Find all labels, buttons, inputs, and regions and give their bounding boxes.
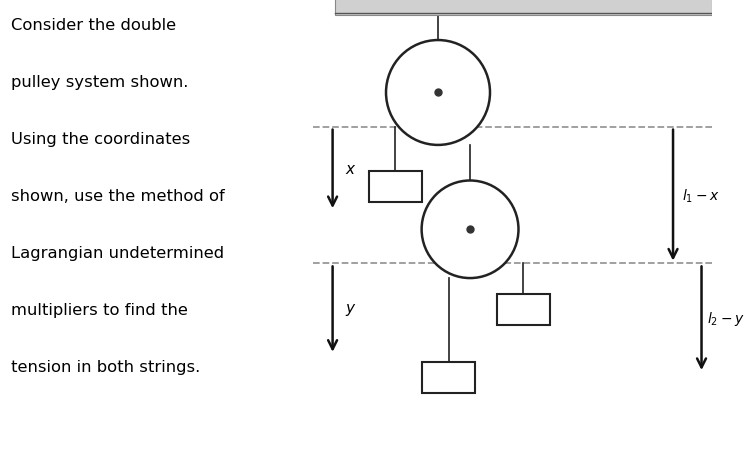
Ellipse shape — [386, 41, 490, 146]
Text: Using the coordinates: Using the coordinates — [10, 132, 190, 147]
Bar — [369, 172, 422, 202]
Text: $l_2 - y$: $l_2 - y$ — [707, 309, 745, 328]
Text: $y$: $y$ — [345, 301, 357, 318]
Text: multipliers to find the: multipliers to find the — [10, 303, 187, 318]
Text: Lagrangian undetermined: Lagrangian undetermined — [10, 246, 224, 261]
Text: $m_1$: $m_1$ — [385, 180, 406, 194]
Text: $m_3$: $m_3$ — [513, 303, 534, 317]
Text: pulley system shown.: pulley system shown. — [10, 75, 188, 90]
Bar — [497, 294, 551, 325]
Ellipse shape — [421, 181, 518, 278]
Text: $m_2$: $m_2$ — [439, 371, 459, 385]
Text: tension in both strings.: tension in both strings. — [10, 359, 200, 374]
Bar — [422, 363, 475, 394]
Bar — [335, 0, 712, 16]
Text: Pulley 1: Pulley 1 — [413, 105, 463, 118]
Text: Consider the double: Consider the double — [10, 18, 176, 33]
Text: $l_1 - x$: $l_1 - x$ — [682, 187, 719, 204]
Text: $x$: $x$ — [345, 162, 357, 177]
Text: shown, use the method of: shown, use the method of — [10, 189, 225, 204]
Text: Pulley 2: Pulley 2 — [445, 239, 495, 252]
